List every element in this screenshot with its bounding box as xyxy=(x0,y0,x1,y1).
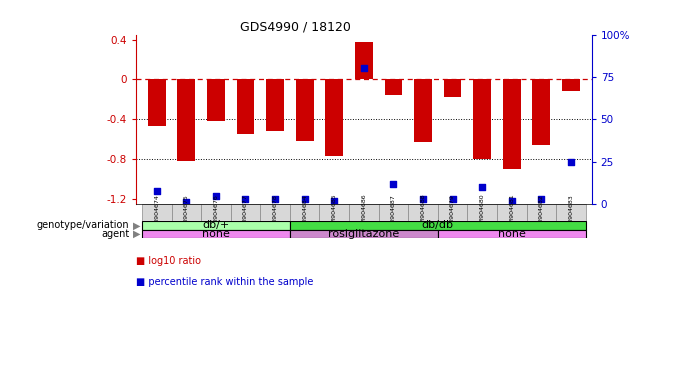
Bar xyxy=(142,204,171,221)
Bar xyxy=(296,79,313,141)
Point xyxy=(299,196,310,202)
Title: GDS4990 / 18120: GDS4990 / 18120 xyxy=(240,20,351,33)
Text: GSM904677: GSM904677 xyxy=(243,194,248,232)
Bar xyxy=(408,204,438,221)
Text: GSM904688: GSM904688 xyxy=(420,194,426,232)
Text: GSM904685: GSM904685 xyxy=(332,194,337,232)
Point xyxy=(151,187,162,194)
Text: agent: agent xyxy=(101,229,129,239)
Text: db/+: db/+ xyxy=(202,220,230,230)
Text: GSM904684: GSM904684 xyxy=(302,194,307,232)
Bar xyxy=(556,204,585,221)
Bar xyxy=(142,230,290,238)
Point xyxy=(507,198,517,204)
Bar xyxy=(562,79,580,91)
Point xyxy=(566,159,577,165)
Bar xyxy=(231,204,260,221)
Text: genotype/variation: genotype/variation xyxy=(37,220,129,230)
Bar xyxy=(414,79,432,142)
Bar xyxy=(290,230,438,238)
Bar xyxy=(379,204,408,221)
Bar xyxy=(201,204,231,221)
Bar xyxy=(526,204,556,221)
Point xyxy=(388,181,399,187)
Bar xyxy=(171,204,201,221)
Text: ▶: ▶ xyxy=(133,220,140,230)
Text: GSM904686: GSM904686 xyxy=(361,194,367,232)
Bar xyxy=(266,79,284,131)
Text: GSM904674: GSM904674 xyxy=(154,194,159,232)
Text: db/db: db/db xyxy=(422,220,454,230)
Text: GSM904687: GSM904687 xyxy=(391,194,396,232)
Bar xyxy=(260,204,290,221)
Text: ■ log10 ratio: ■ log10 ratio xyxy=(136,256,201,266)
Text: GSM904682: GSM904682 xyxy=(539,194,544,232)
Bar xyxy=(320,204,349,221)
Bar xyxy=(290,204,320,221)
Bar xyxy=(325,79,343,156)
Bar xyxy=(207,79,225,121)
Text: none: none xyxy=(498,229,526,239)
Text: GSM904675: GSM904675 xyxy=(184,194,189,232)
Point xyxy=(210,193,221,199)
Text: GSM904683: GSM904683 xyxy=(568,194,573,232)
Text: GSM904676: GSM904676 xyxy=(214,194,218,232)
Point xyxy=(328,198,339,204)
Bar xyxy=(438,204,467,221)
Text: GSM904681: GSM904681 xyxy=(509,194,514,232)
Bar xyxy=(438,230,585,238)
Point xyxy=(477,184,488,190)
Bar xyxy=(142,221,290,230)
Text: ▶: ▶ xyxy=(133,229,140,239)
Point xyxy=(418,196,428,202)
Point xyxy=(269,196,280,202)
Bar xyxy=(237,79,254,134)
Bar xyxy=(532,79,550,145)
Text: none: none xyxy=(202,229,230,239)
Bar xyxy=(148,79,166,126)
Point xyxy=(358,65,369,71)
Bar xyxy=(473,79,491,159)
Text: rosiglitazone: rosiglitazone xyxy=(328,229,399,239)
Bar xyxy=(355,41,373,79)
Bar xyxy=(503,79,521,169)
Bar xyxy=(290,221,585,230)
Bar xyxy=(497,204,526,221)
Bar xyxy=(177,79,195,161)
Text: ■ percentile rank within the sample: ■ percentile rank within the sample xyxy=(136,277,313,287)
Bar xyxy=(467,204,497,221)
Bar xyxy=(384,79,403,95)
Text: GSM904680: GSM904680 xyxy=(479,194,485,232)
Point xyxy=(447,196,458,202)
Text: GSM904678: GSM904678 xyxy=(273,194,277,232)
Point xyxy=(181,199,192,205)
Bar xyxy=(443,79,462,98)
Point xyxy=(240,196,251,202)
Text: GSM904679: GSM904679 xyxy=(450,194,455,232)
Bar xyxy=(349,204,379,221)
Point xyxy=(536,196,547,202)
